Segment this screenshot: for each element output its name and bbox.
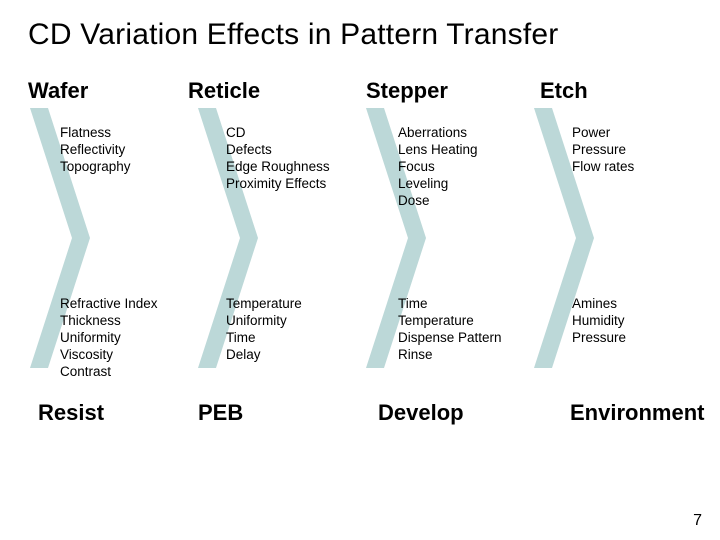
- slide-root: CD Variation Effects in Pattern Transfer…: [0, 0, 720, 540]
- lower-items-develop: TimeTemperatureDispense PatternRinse: [398, 296, 502, 364]
- list-item: Thickness: [60, 313, 158, 330]
- list-item: Lens Heating: [398, 142, 478, 159]
- list-item: Reflectivity: [60, 142, 131, 159]
- list-item: Dose: [398, 193, 478, 210]
- bottom-label-develop: Develop: [378, 400, 464, 426]
- list-item: Time: [398, 296, 502, 313]
- list-item: Uniformity: [226, 313, 302, 330]
- list-item: Aberrations: [398, 125, 478, 142]
- list-item: CD: [226, 125, 330, 142]
- list-item: Temperature: [226, 296, 302, 313]
- list-item: Pressure: [572, 330, 626, 347]
- list-item: Edge Roughness: [226, 159, 330, 176]
- list-item: Flatness: [60, 125, 131, 142]
- list-item: Focus: [398, 159, 478, 176]
- list-item: Pressure: [572, 142, 634, 159]
- top-label-wafer: Wafer: [28, 78, 88, 104]
- bottom-label-environment: Environment: [570, 400, 704, 426]
- list-item: Viscosity: [60, 347, 158, 364]
- list-item: Humidity: [572, 313, 626, 330]
- list-item: Uniformity: [60, 330, 158, 347]
- bottom-label-peb: PEB: [198, 400, 243, 426]
- lower-items-environment: AminesHumidityPressure: [572, 296, 626, 347]
- lower-items-resist: Refractive IndexThicknessUniformityVisco…: [60, 296, 158, 380]
- slide-title: CD Variation Effects in Pattern Transfer: [28, 18, 558, 52]
- list-item: Temperature: [398, 313, 502, 330]
- list-item: Power: [572, 125, 634, 142]
- list-item: Dispense Pattern: [398, 330, 502, 347]
- list-item: Topography: [60, 159, 131, 176]
- list-item: Flow rates: [572, 159, 634, 176]
- upper-items-stepper: AberrationsLens HeatingFocusLevelingDose: [398, 125, 478, 209]
- lower-items-peb: TemperatureUniformityTimeDelay: [226, 296, 302, 364]
- list-item: Defects: [226, 142, 330, 159]
- list-item: Delay: [226, 347, 302, 364]
- upper-items-reticle: CDDefectsEdge RoughnessProximity Effects: [226, 125, 330, 193]
- top-label-stepper: Stepper: [366, 78, 448, 104]
- bottom-label-resist: Resist: [38, 400, 104, 426]
- upper-items-wafer: FlatnessReflectivityTopography: [60, 125, 131, 176]
- list-item: Leveling: [398, 176, 478, 193]
- list-item: Amines: [572, 296, 626, 313]
- list-item: Proximity Effects: [226, 176, 330, 193]
- list-item: Contrast: [60, 364, 158, 381]
- upper-items-etch: PowerPressureFlow rates: [572, 125, 634, 176]
- top-label-reticle: Reticle: [188, 78, 260, 104]
- top-label-etch: Etch: [540, 78, 588, 104]
- list-item: Rinse: [398, 347, 502, 364]
- list-item: Refractive Index: [60, 296, 158, 313]
- page-number: 7: [693, 512, 702, 530]
- list-item: Time: [226, 330, 302, 347]
